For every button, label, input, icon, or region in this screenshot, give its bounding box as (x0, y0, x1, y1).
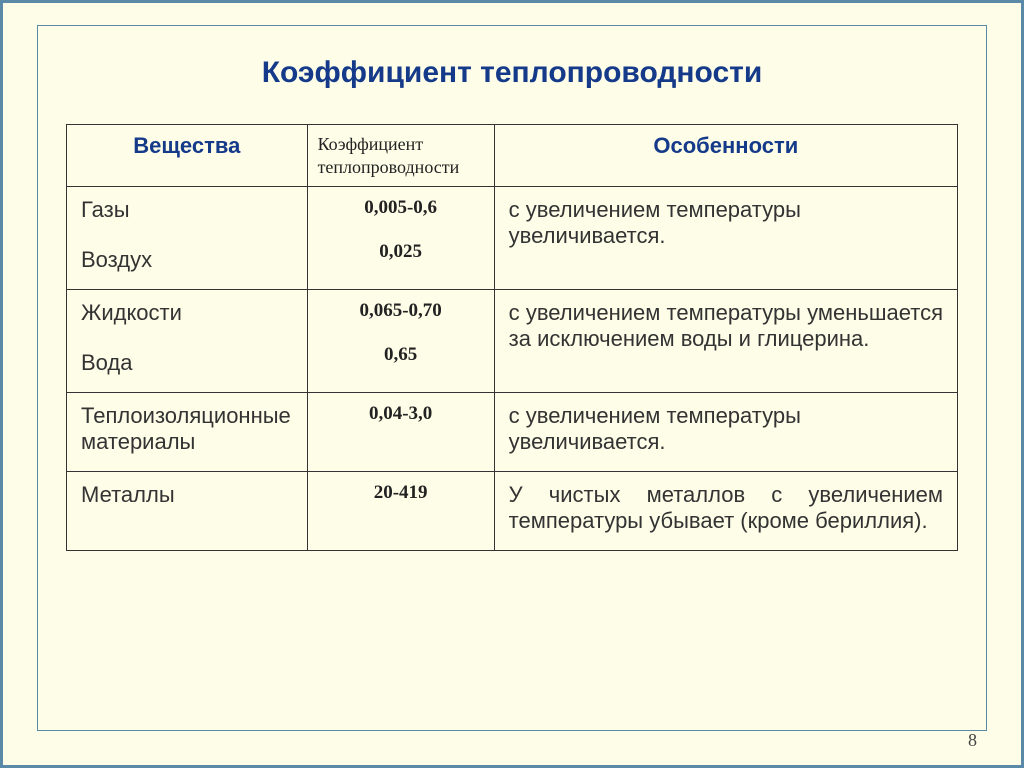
thermal-conductivity-table: Вещества Коэффициент теплопроводности Ос… (66, 124, 958, 551)
coef-range: 0,005-0,6 (314, 197, 488, 219)
substance-primary: Металлы (81, 482, 293, 508)
slide: Коэффициент теплопроводности Вещества Ко… (0, 0, 1024, 768)
cell-substance: Жидкости Вода (67, 290, 308, 393)
substance-example: Воздух (81, 247, 293, 273)
cell-coefficient: 0,005-0,6 0,025 (307, 187, 494, 290)
col-header-coefficient: Коэффициент теплопроводности (307, 125, 494, 187)
cell-coefficient: 0,04-3,0 (307, 393, 494, 472)
cell-feature: с увеличением температуры увеличивается. (494, 393, 957, 472)
table-row: Жидкости Вода 0,065-0,70 0,65 с увеличен… (67, 290, 958, 393)
coef-range: 20-419 (314, 482, 488, 504)
substance-example: Вода (81, 350, 293, 376)
table-row: Металлы 20-419 У чистых металлов с увели… (67, 472, 958, 551)
cell-coefficient: 0,065-0,70 0,65 (307, 290, 494, 393)
cell-substance: Металлы (67, 472, 308, 551)
slide-content: Коэффициент теплопроводности Вещества Ко… (37, 25, 987, 731)
substance-primary: Теплоизоляционные материалы (81, 403, 293, 455)
substance-primary: Газы (81, 197, 293, 223)
coef-range: 0,065-0,70 (314, 300, 488, 322)
coef-example: 0,65 (314, 344, 488, 366)
page-number: 8 (968, 730, 977, 751)
col-header-features: Особенности (494, 125, 957, 187)
coef-example: 0,025 (314, 241, 488, 263)
cell-substance: Теплоизоляционные материалы (67, 393, 308, 472)
table-row: Теплоизоляционные материалы 0,04-3,0 с у… (67, 393, 958, 472)
table-row: Газы Воздух 0,005-0,6 0,025 с увеличение… (67, 187, 958, 290)
substance-primary: Жидкости (81, 300, 293, 326)
cell-feature: У чистых металлов с увеличением температ… (494, 472, 957, 551)
table-header-row: Вещества Коэффициент теплопроводности Ос… (67, 125, 958, 187)
cell-coefficient: 20-419 (307, 472, 494, 551)
cell-feature: с увеличением температуры уменьшается за… (494, 290, 957, 393)
page-title: Коэффициент теплопроводности (66, 56, 958, 90)
cell-feature: с увеличением температуры увеличивается. (494, 187, 957, 290)
col-header-substances: Вещества (67, 125, 308, 187)
cell-substance: Газы Воздух (67, 187, 308, 290)
coef-range: 0,04-3,0 (314, 403, 488, 425)
